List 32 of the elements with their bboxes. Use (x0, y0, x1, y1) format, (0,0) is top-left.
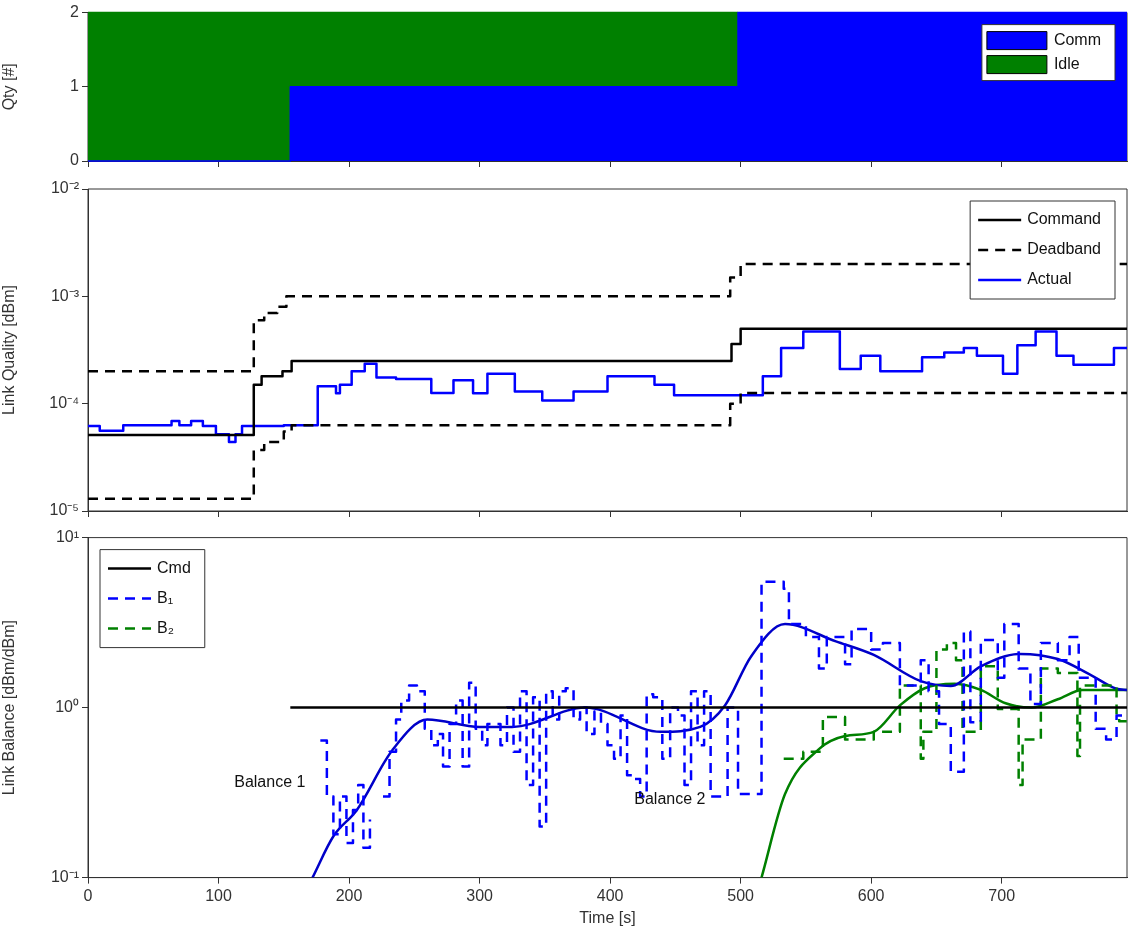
legend-label: B₁ (157, 589, 174, 607)
y-tick-label: 10⁻⁴ (49, 394, 80, 412)
annotation: Balance 2 (634, 789, 706, 807)
legend-label: Actual (1027, 270, 1072, 288)
y-tick-label: 10⁻³ (50, 286, 80, 304)
y-tick-label: 10⁻¹ (50, 868, 79, 886)
legend-label: B₂ (157, 619, 174, 637)
legend-label: Cmd (157, 559, 191, 577)
x-tick-label: 700 (988, 886, 1016, 904)
x-tick-label: 100 (205, 886, 232, 904)
y-tick-label: 10⁰ (55, 698, 79, 716)
y-axis-title: Qty [#] (0, 63, 18, 111)
y-tick-label: 2 (70, 3, 80, 21)
y-tick-label: 10⁻² (50, 179, 80, 197)
y-axis-title: Link Quality [dBm] (0, 285, 18, 415)
y-tick-label: 10¹ (55, 528, 79, 546)
legend-label: Deadband (1027, 240, 1101, 258)
annotation: Balance 1 (234, 772, 306, 790)
x-tick-label: 300 (466, 886, 494, 904)
y-tick-label: 0 (70, 151, 80, 169)
x-tick-label: 0 (83, 886, 93, 904)
x-tick-label: 200 (335, 886, 363, 904)
x-tick-label: 400 (596, 886, 624, 904)
y-tick-label: 1 (70, 77, 80, 95)
x-tick-label: 600 (857, 886, 885, 904)
legend-label: Idle (1053, 55, 1080, 73)
legend-label: Command (1027, 210, 1101, 228)
x-tick-label: 500 (727, 886, 755, 904)
y-tick-label: 10⁻⁵ (49, 501, 79, 519)
y-axis-title: Link Balance [dBm/dBm] (0, 620, 18, 796)
x-axis-title: Time [s] (579, 908, 636, 926)
legend-label: Comm (1053, 31, 1101, 49)
